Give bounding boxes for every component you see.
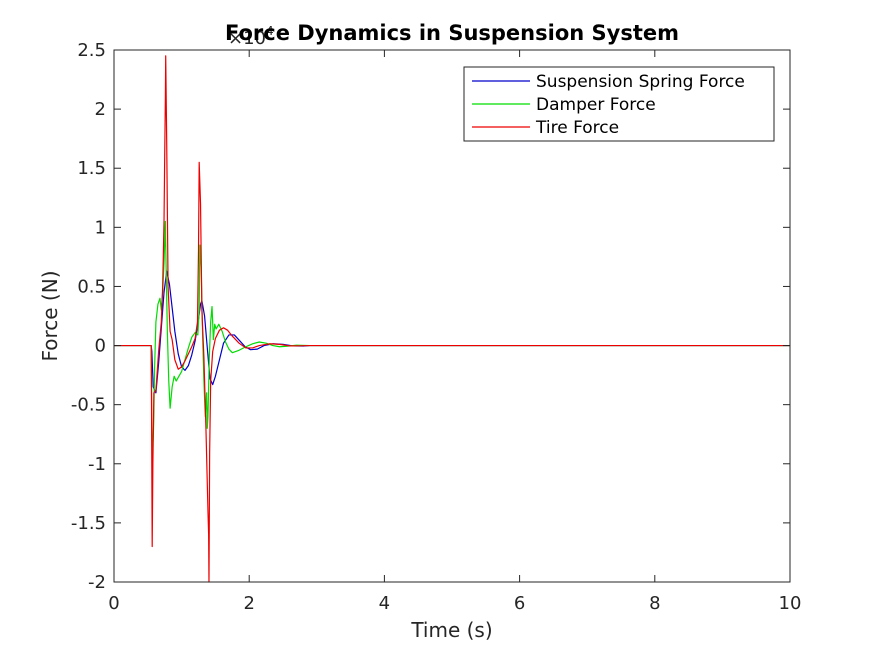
y-tick-label: 0 — [95, 336, 106, 357]
y-tick-label: 2 — [95, 99, 106, 120]
x-axis-label: Time (s) — [410, 618, 492, 642]
legend: Suspension Spring Force Damper Force Tire … — [463, 66, 775, 142]
y-tick-label: -1 — [88, 454, 106, 475]
x-tick-label: 10 — [779, 593, 802, 614]
y-tick-label: -2 — [88, 572, 106, 593]
legend-items: Suspension Spring Force Damper Force Tire … — [472, 72, 745, 138]
y-axis-label: Force (N) — [38, 270, 62, 361]
y-ticks: -2 -1.5 -1 -0.5 0 0.5 1 1.5 2 2.5 — [71, 40, 790, 593]
y-tick-label: 0.5 — [77, 276, 106, 297]
y-tick-label: 1 — [95, 217, 106, 238]
x-tick-label: 0 — [108, 593, 119, 614]
x-tick-label: 4 — [379, 593, 390, 614]
axes-box — [113, 49, 791, 583]
series-line-3 — [114, 55, 790, 583]
x-ticks: 0 2 4 6 8 10 — [108, 50, 801, 614]
y-tick-label: -1.5 — [71, 513, 106, 534]
y-tick-label: 1.5 — [77, 158, 106, 179]
x-tick-label: 8 — [649, 593, 660, 614]
y-tick-label: 2.5 — [77, 40, 106, 61]
x-tick-label: 2 — [243, 593, 254, 614]
legend-label-2: Damper Force — [536, 95, 656, 115]
y-tick-label: -0.5 — [71, 395, 106, 416]
y-exponent-label: ×104 — [228, 24, 274, 49]
x-tick-label: 6 — [514, 593, 525, 614]
series-layer — [114, 55, 790, 583]
legend-label-3: Tire Force — [535, 118, 619, 138]
legend-label-1: Suspension Spring Force — [536, 72, 745, 92]
chart-title: Force Dynamics in Suspension System — [225, 21, 679, 45]
